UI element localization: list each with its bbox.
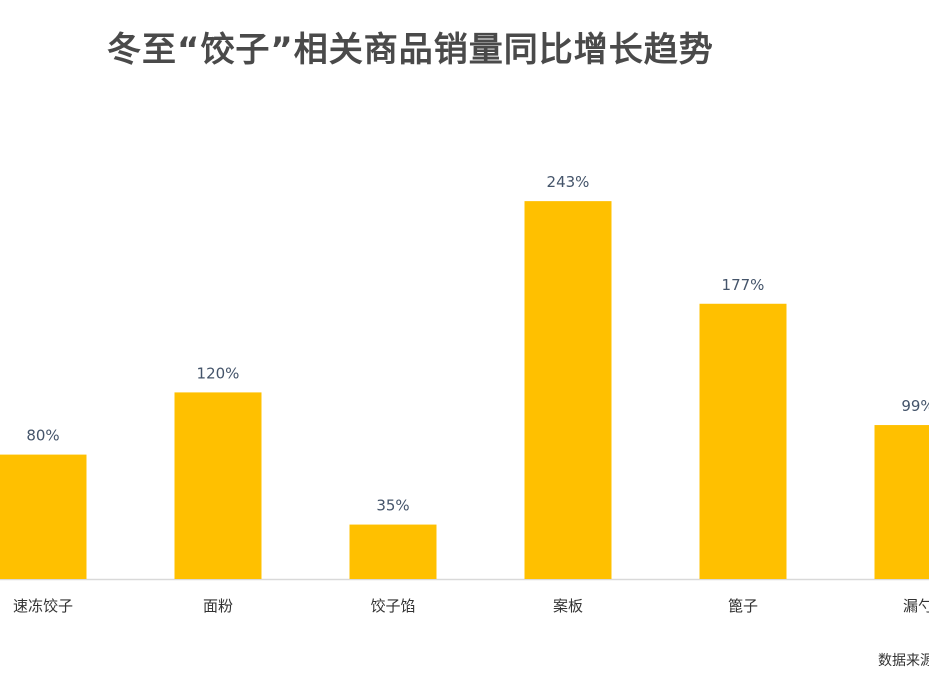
bar-6 — [874, 425, 929, 579]
bar-3 — [349, 524, 437, 579]
data-label-3: 35% — [376, 497, 409, 515]
bar-1 — [0, 454, 87, 579]
chart-title: 冬至“饺子”相关商品销量同比增长趋势 — [107, 30, 714, 70]
data-label-4: 243% — [547, 173, 590, 191]
category-label-6: 漏勺 — [903, 597, 929, 615]
data-label-6: 99% — [901, 397, 929, 415]
bar-4 — [524, 201, 612, 579]
category-label-2: 面粉 — [203, 597, 233, 615]
data-label-1: 80% — [26, 427, 59, 445]
data-label-2: 120% — [197, 364, 240, 382]
bar-5 — [699, 303, 787, 579]
category-label-5: 篦子 — [728, 597, 758, 615]
category-label-4: 案板 — [553, 597, 583, 615]
source-note: 数据来源 — [878, 653, 929, 669]
category-label-3: 饺子馅 — [370, 597, 415, 615]
data-label-5: 177% — [722, 276, 765, 294]
category-label-1: 速冻饺子 — [13, 597, 73, 615]
bar-2 — [174, 392, 262, 579]
